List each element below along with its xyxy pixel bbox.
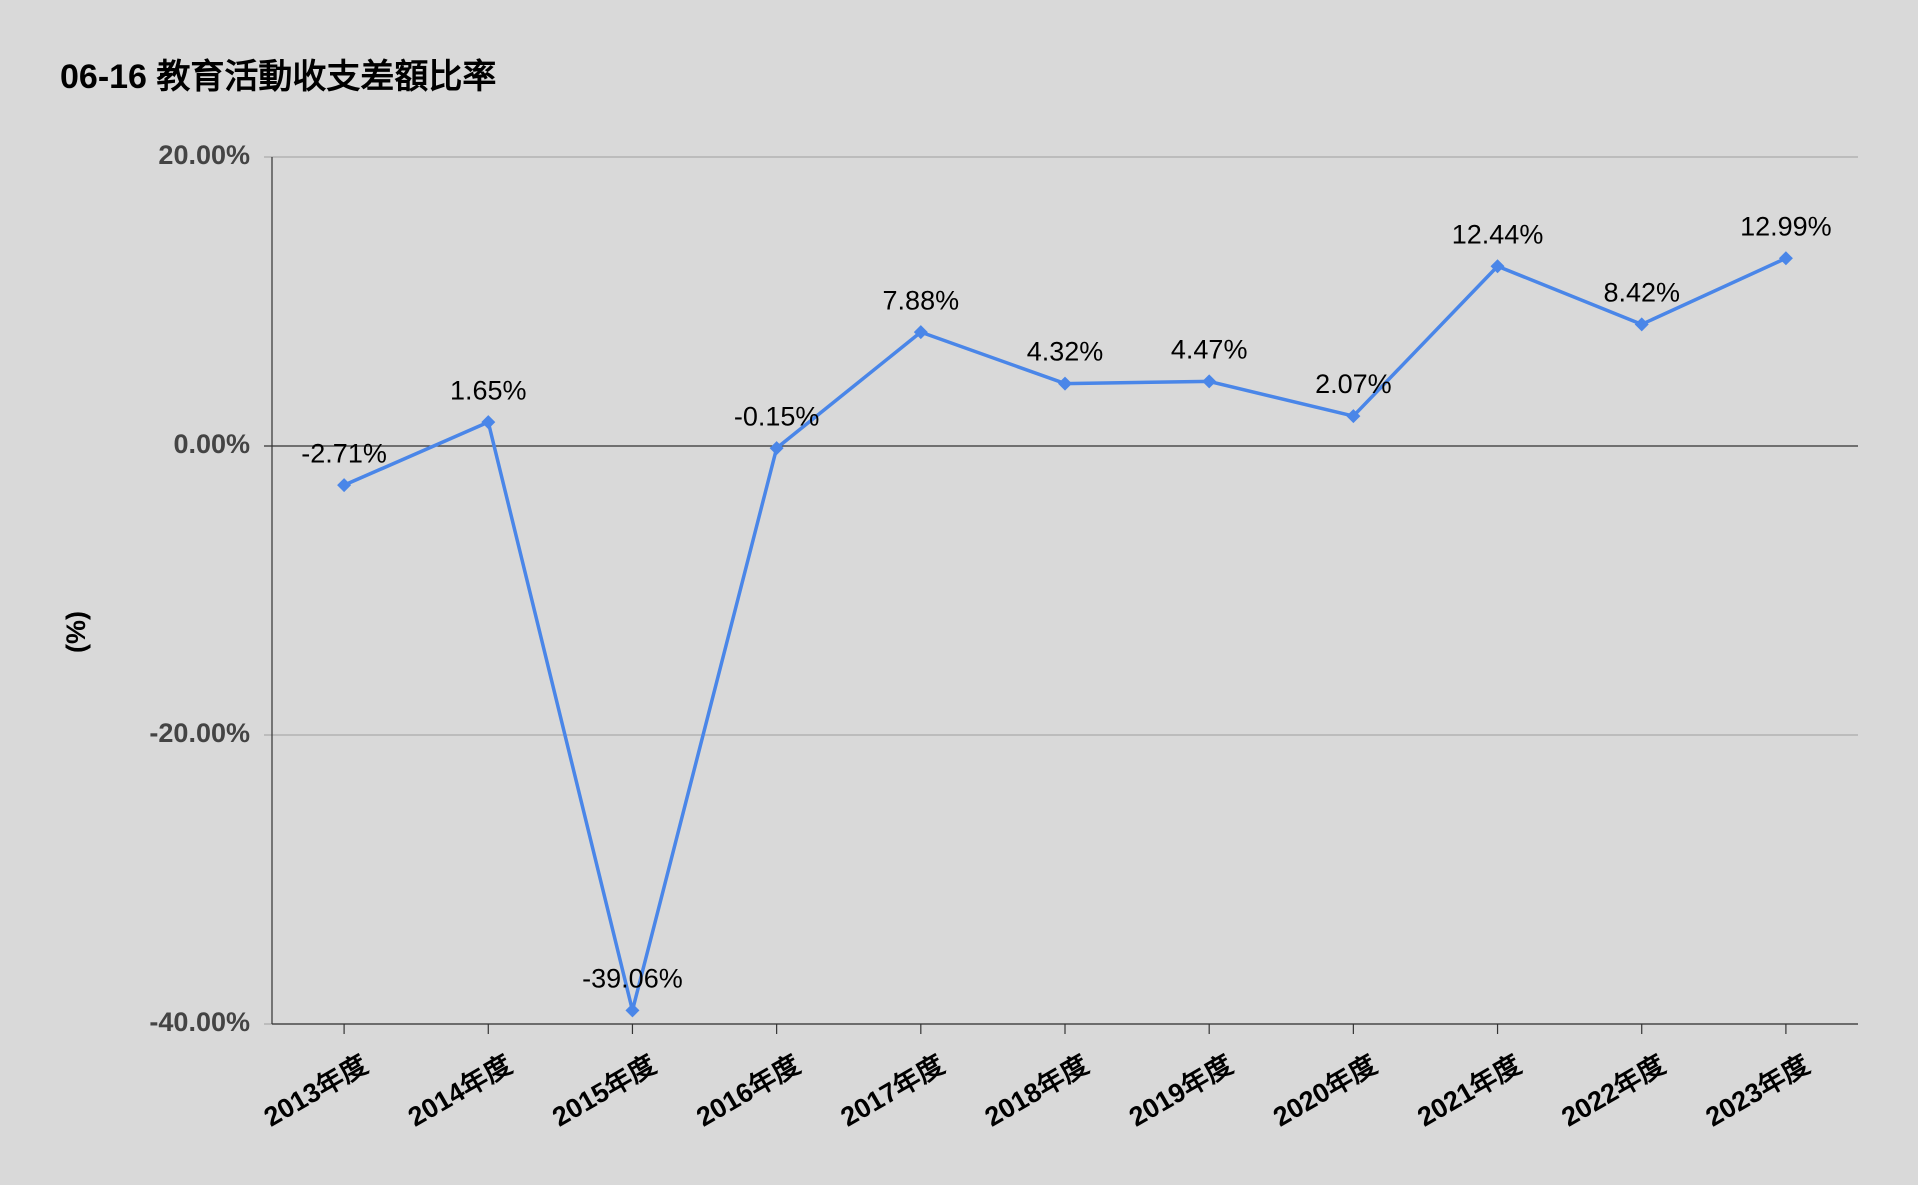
x-tick-label: 2018年度	[979, 1049, 1093, 1133]
x-tick-label: 2017年度	[835, 1049, 949, 1133]
data-label: -2.71%	[301, 438, 387, 468]
point	[1634, 317, 1649, 332]
data-label: 4.32%	[1027, 337, 1104, 367]
point	[769, 441, 784, 456]
data-label: 12.44%	[1452, 219, 1544, 249]
point	[1202, 374, 1217, 389]
x-tick-label: 2019年度	[1123, 1049, 1237, 1133]
x-tick-label: 2016年度	[691, 1049, 805, 1133]
point	[1490, 259, 1505, 274]
y-axis-label: (%)	[61, 611, 91, 653]
x-tick-label: 2013年度	[258, 1049, 372, 1133]
data-label: 12.99%	[1740, 211, 1832, 241]
x-tick-label: 2021年度	[1412, 1049, 1526, 1133]
x-tick-label: 2014年度	[403, 1049, 517, 1133]
point	[1058, 376, 1072, 391]
x-tick-label: 2022年度	[1556, 1049, 1670, 1133]
data-label: 1.65%	[450, 375, 527, 405]
x-tick-label: 2020年度	[1268, 1049, 1382, 1133]
point	[481, 415, 496, 430]
y-tick-label: 20.00%	[158, 140, 250, 170]
data-label: 7.88%	[883, 285, 960, 315]
chart-title: 06-16 教育活動收支差額比率	[60, 58, 496, 96]
data-label: -0.15%	[734, 401, 820, 431]
point	[1346, 409, 1361, 424]
data-label: -39.06%	[582, 964, 683, 994]
point	[913, 325, 928, 340]
y-tick-label: -20.00%	[149, 718, 250, 748]
x-tick-label: 2015年度	[547, 1049, 661, 1133]
line	[343, 256, 1787, 1013]
point	[625, 1003, 640, 1018]
x-tick-label: 2023年度	[1700, 1049, 1814, 1133]
data-label: 2.07%	[1315, 369, 1392, 399]
y-tick-label: 0.00%	[173, 429, 250, 459]
point	[337, 478, 352, 493]
point	[1778, 251, 1793, 266]
y-tick-label: -40.00%	[149, 1007, 250, 1037]
data-label: 8.42%	[1603, 277, 1680, 307]
data-label: 4.47%	[1171, 335, 1248, 365]
